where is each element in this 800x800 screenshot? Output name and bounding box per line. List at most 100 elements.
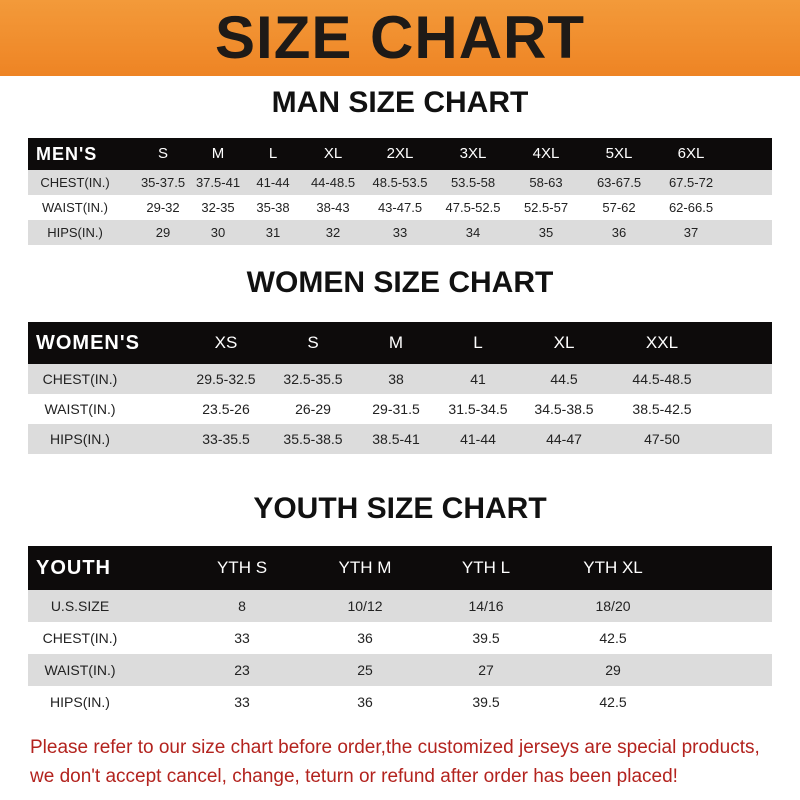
- table-cell: 36: [611, 225, 627, 240]
- table-cell: 23.5-26: [202, 401, 250, 417]
- women-section-title: WOMEN SIZE CHART: [246, 266, 554, 299]
- table-cell: 37.5-41: [195, 175, 241, 190]
- table-cell: 52.5-57: [523, 200, 569, 215]
- table-row: HIPS(IN.) 33-35.5 35.5-38.5 38.5-41 41-44 44-…: [28, 424, 772, 454]
- measurement-label-cell: CHEST(IN.): [42, 630, 118, 646]
- size-header-cell: XXL: [645, 333, 679, 352]
- size-header-cell: L: [473, 333, 483, 352]
- table-cell: 38-43: [316, 200, 350, 215]
- table-row: CHEST(IN.) 35-37.5 37.5-41 41-44 44-48.5 48.5…: [28, 170, 772, 195]
- table-row: HIPS(IN.) 33 36 39.5 42.5: [28, 686, 772, 718]
- measurement-label-cell: WAIST(IN.): [44, 662, 116, 678]
- measurement-label-cell: HIPS(IN.): [50, 431, 110, 447]
- size-header-cell: YTH XL: [583, 558, 643, 577]
- table-cell: 25: [357, 662, 373, 678]
- order-notice: Please refer to our size chart before or…: [30, 733, 780, 791]
- table-cell: 29: [605, 662, 621, 678]
- table-row: WAIST(IN.) 29-32 32-35 35-38 38-43 43-47.5 47.…: [28, 195, 772, 220]
- table-cell: 34: [465, 225, 481, 240]
- table-cell: 44-48.5: [310, 175, 356, 190]
- size-header-cell: XS: [214, 333, 238, 352]
- table-cell: 30: [210, 225, 226, 240]
- size-header-cell: S: [157, 145, 169, 162]
- table-cell: 44-47: [546, 431, 582, 447]
- table-title-cell: YOUTH: [36, 557, 111, 579]
- table-cell: 63-67.5: [596, 175, 642, 190]
- table-cell: 33-35.5: [202, 431, 250, 447]
- table-cell: 38.5-41: [372, 431, 420, 447]
- table-cell: 44.5-48.5: [632, 371, 692, 387]
- size-header-cell: YTH M: [338, 558, 392, 577]
- table-cell: 67.5-72: [668, 175, 714, 190]
- table-cell: 41-44: [256, 175, 290, 190]
- table-title-cell: WOMEN'S: [36, 332, 140, 354]
- table-cell: 37: [683, 225, 699, 240]
- table-cell: 35-38: [256, 200, 290, 215]
- table-cell: 47.5-52.5: [445, 200, 501, 215]
- table-cell: 34.5-38.5: [534, 401, 594, 417]
- table-cell: 53.5-58: [450, 175, 496, 190]
- table-cell: 33: [234, 694, 250, 710]
- table-cell: 29-31.5: [372, 401, 420, 417]
- table-row: WAIST(IN.) 23 25 27 29: [28, 654, 772, 686]
- table-cell: 38: [388, 371, 404, 387]
- table-cell: 35: [538, 225, 554, 240]
- women-size-table: WOMEN'S XS S M L XL XXL CHEST(IN.) 29.5-32.5 32.5…: [28, 322, 772, 454]
- size-header-cell: 3XL: [459, 145, 487, 162]
- table-cell: 32-35: [201, 200, 235, 215]
- table-cell: 10/12: [347, 598, 383, 614]
- men-size-table: MEN'S S M L XL 2XL 3XL 4XL 5XL 6XL CHEST(IN.) 35-37…: [28, 138, 772, 245]
- measurement-label-cell: WAIST(IN.): [44, 401, 116, 417]
- banner: SIZE CHART: [0, 0, 800, 76]
- measurement-label-cell: HIPS(IN.): [50, 694, 110, 710]
- table-cell: 39.5: [472, 630, 500, 646]
- table-cell: 47-50: [644, 431, 680, 447]
- measurement-label-cell: HIPS(IN.): [47, 225, 103, 240]
- size-header-cell: XL: [323, 145, 343, 162]
- size-header-cell: 6XL: [677, 145, 705, 162]
- size-header-cell: M: [388, 333, 404, 352]
- table-cell: 8: [238, 598, 246, 614]
- table-cell: 33: [234, 630, 250, 646]
- table-cell: 41: [470, 371, 486, 387]
- table-row: WAIST(IN.) 23.5-26 26-29 29-31.5 31.5-34.5 34…: [28, 394, 772, 424]
- table-row: CHEST(IN.) 33 36 39.5 42.5: [28, 622, 772, 654]
- table-cell: 48.5-53.5: [372, 175, 428, 190]
- size-header-cell: L: [268, 145, 278, 162]
- table-cell: 31: [265, 225, 281, 240]
- measurement-label-cell: CHEST(IN.): [40, 175, 110, 190]
- order-notice-line-2: we don't accept cancel, change, teturn o…: [30, 766, 678, 787]
- table-row: HIPS(IN.) 29 30 31 32 33 34 35 36 37: [28, 220, 772, 245]
- table-header-row: MEN'S S M L XL 2XL 3XL 4XL 5XL 6XL: [28, 138, 772, 170]
- table-cell: 29: [155, 225, 171, 240]
- table-cell: 23: [234, 662, 250, 678]
- size-header-cell: XL: [553, 333, 575, 352]
- table-cell: 38.5-42.5: [632, 401, 692, 417]
- table-cell: 18/20: [595, 598, 631, 614]
- table-cell: 29.5-32.5: [196, 371, 256, 387]
- table-cell: 43-47.5: [377, 200, 423, 215]
- table-row: U.S.SIZE 8 10/12 14/16 18/20: [28, 590, 772, 622]
- table-row: CHEST(IN.) 29.5-32.5 32.5-35.5 38 41 44.5 44.5…: [28, 364, 772, 394]
- table-cell: 35-37.5: [140, 175, 186, 190]
- youth-section-title: YOUTH SIZE CHART: [253, 492, 547, 525]
- table-cell: 44.5: [550, 371, 578, 387]
- table-cell: 58-63: [529, 175, 563, 190]
- table-cell: 42.5: [599, 694, 627, 710]
- size-header-cell: M: [211, 145, 225, 162]
- table-cell: 62-66.5: [668, 200, 714, 215]
- banner-title: SIZE CHART: [215, 4, 585, 71]
- table-cell: 32.5-35.5: [283, 371, 343, 387]
- table-cell: 39.5: [472, 694, 500, 710]
- measurement-label-cell: U.S.SIZE: [50, 598, 110, 614]
- table-cell: 36: [357, 630, 373, 646]
- table-cell: 36: [357, 694, 373, 710]
- table-cell: 14/16: [468, 598, 504, 614]
- men-section-title: MAN SIZE CHART: [271, 86, 529, 119]
- measurement-label-cell: WAIST(IN.): [42, 200, 108, 215]
- table-cell: 26-29: [295, 401, 331, 417]
- size-header-cell: YTH L: [461, 558, 511, 577]
- table-cell: 32: [325, 225, 341, 240]
- table-cell: 27: [478, 662, 494, 678]
- table-header-row: YOUTH YTH S YTH M YTH L YTH XL: [28, 546, 772, 590]
